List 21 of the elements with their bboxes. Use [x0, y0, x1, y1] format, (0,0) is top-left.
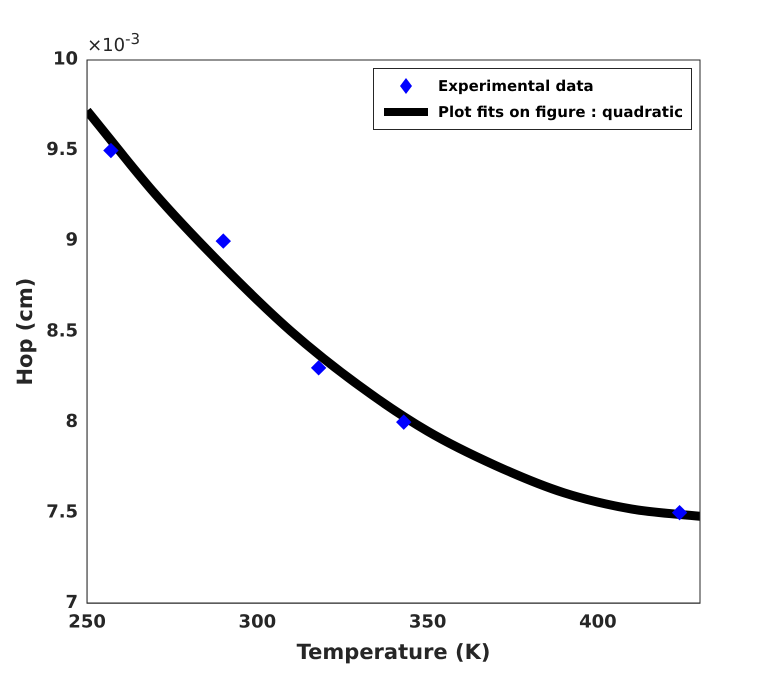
legend-label: Experimental data	[438, 77, 594, 95]
y-tick-label: 9.5	[46, 139, 78, 160]
y-tick-label: 8.5	[46, 320, 78, 342]
x-tick-label: 250	[68, 612, 106, 633]
legend-label: Plot fits on figure : quadratic	[438, 103, 683, 121]
x-axis-title: Temperature (K)	[296, 640, 490, 664]
point	[311, 360, 326, 376]
point	[103, 143, 118, 158]
y-tick-label: 7.5	[46, 501, 78, 522]
point	[672, 505, 688, 520]
y-axis-title: Hop (cm)	[13, 278, 38, 386]
x-tick-label: 400	[579, 612, 617, 633]
y-tick-label: 8	[66, 410, 78, 432]
x-tick-label: 350	[408, 612, 446, 633]
x-tick-label: 300	[238, 612, 276, 633]
y-tick-label: 9	[66, 230, 78, 251]
text: ×10$^{-3}$	[87, 30, 140, 56]
y-tick-label: 7	[66, 592, 78, 613]
point	[216, 234, 231, 249]
y-tick-label: 10	[53, 48, 78, 70]
point	[396, 414, 412, 430]
